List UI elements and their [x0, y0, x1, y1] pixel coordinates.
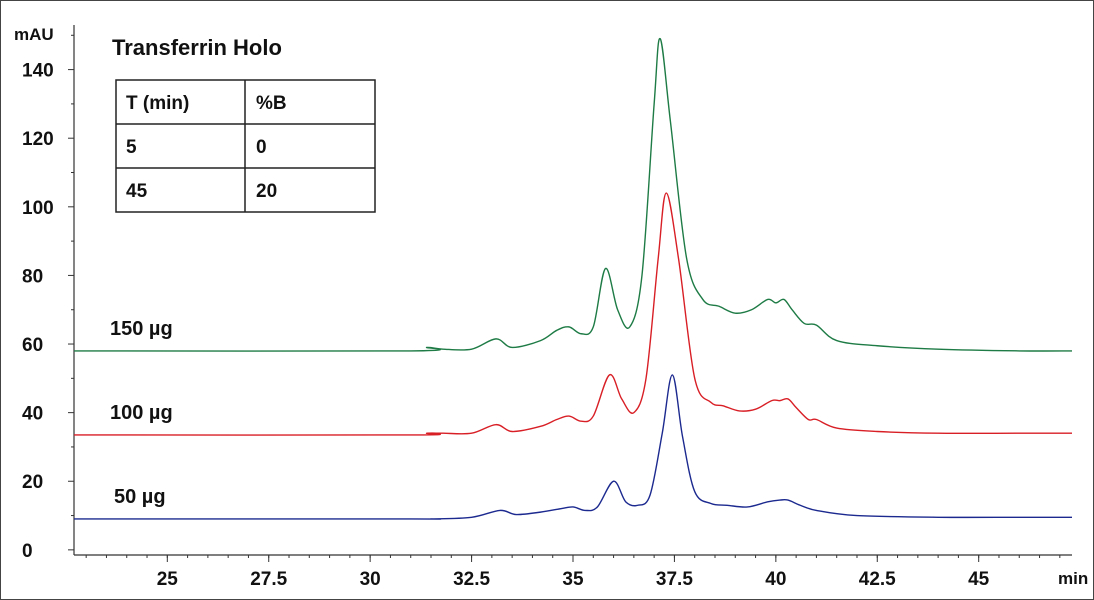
- x-tick-label: 45: [968, 569, 990, 590]
- chart-title: Transferrin Holo: [112, 35, 282, 60]
- gradient-table: T (min) %B 5 0 45 20: [115, 79, 376, 213]
- trace-line: [73, 38, 1073, 352]
- gradient-table-header-percent-b: %B: [256, 93, 287, 114]
- trace-label: 50 µg: [114, 486, 166, 508]
- y-tick-label: 120: [22, 129, 54, 150]
- y-tick-label: 140: [22, 61, 54, 82]
- x-axis-ticks: 25 27.5 30 32.5 35 37.5 40 42.5 45: [85, 555, 1061, 590]
- x-axis-unit: min: [1058, 569, 1088, 588]
- x-tick-label: 25: [157, 569, 179, 590]
- x-tick-label: 37.5: [656, 569, 693, 590]
- gradient-table-cell-time: 45: [126, 181, 148, 202]
- trace-line: [74, 374, 1072, 520]
- chromatogram-traces: 150 µg 100 µg 50 µg: [73, 38, 1073, 520]
- gradient-table-cell-percent-b: 0: [256, 137, 267, 158]
- gradient-table-header-time: T (min): [126, 93, 189, 114]
- y-tick-label: 40: [22, 404, 43, 425]
- trace-label: 150 µg: [110, 318, 173, 340]
- trace-line: [73, 192, 1072, 436]
- x-tick-label: 40: [765, 569, 786, 590]
- x-tick-label: 27.5: [250, 569, 287, 590]
- y-axis-unit: mAU: [14, 25, 54, 44]
- y-tick-label: 100: [22, 198, 54, 219]
- trace-label: 100 µg: [110, 402, 173, 424]
- y-axis-ticks: 0 20 40 60 80 100 120 140: [22, 34, 74, 562]
- y-tick-label: 0: [22, 541, 33, 562]
- y-tick-label: 60: [22, 335, 43, 356]
- x-tick-label: 30: [360, 569, 381, 590]
- x-tick-label: 35: [562, 569, 584, 590]
- y-tick-label: 80: [22, 266, 43, 287]
- x-tick-label: 42.5: [859, 569, 896, 590]
- gradient-table-cell-percent-b: 20: [256, 181, 277, 202]
- x-tick-label: 32.5: [453, 569, 490, 590]
- gradient-table-cell-time: 5: [126, 137, 137, 158]
- y-tick-label: 20: [22, 472, 43, 493]
